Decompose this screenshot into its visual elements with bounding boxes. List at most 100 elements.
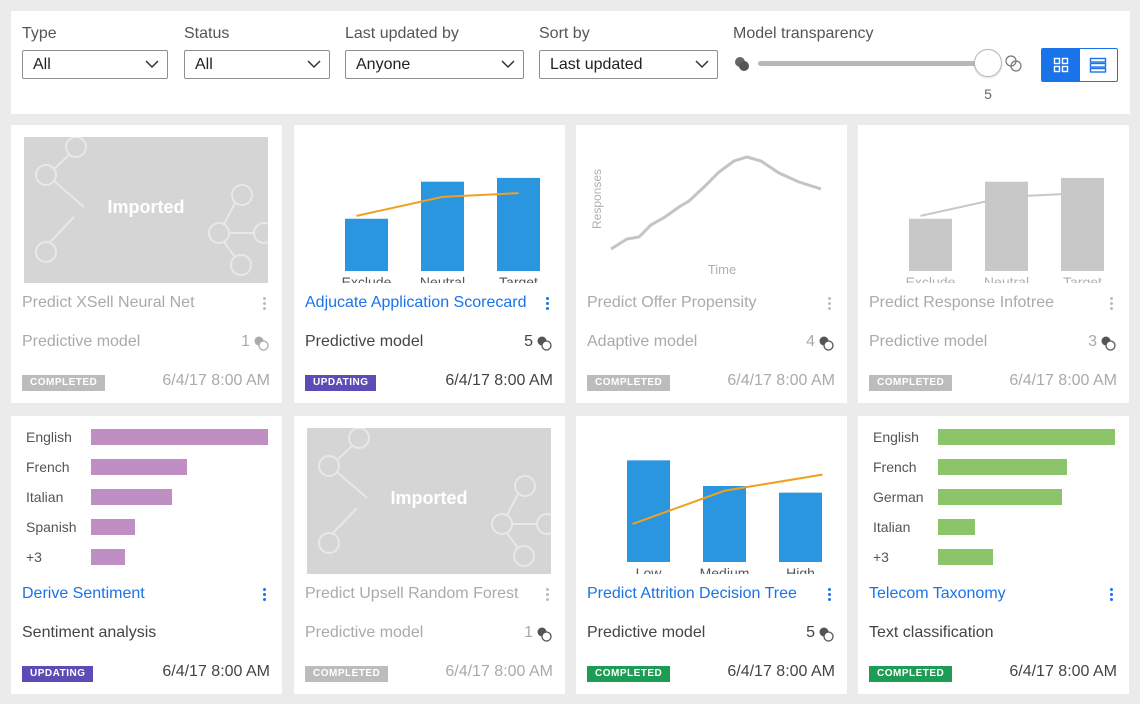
version-count: 3 — [1088, 333, 1097, 350]
chart-trend-line — [356, 192, 519, 217]
model-thumbnail: Imported — [307, 428, 551, 574]
chart-bar — [779, 492, 822, 562]
network-pattern-icon — [35, 137, 268, 276]
chevron-down-icon — [501, 60, 515, 69]
model-card[interactable]: Exclude Neutral Target Adjucate Applicatio… — [294, 125, 565, 403]
language-bar-row: French — [871, 458, 1115, 476]
updated-by-filter: Last updated by Anyone — [345, 24, 524, 79]
sort-filter-label: Sort by — [539, 25, 590, 42]
sort-select-value: Last updated — [550, 56, 643, 73]
list-view-button[interactable] — [1080, 49, 1118, 81]
updated-date: 6/4/17 8:00 AM — [445, 372, 553, 389]
model-type: Predictive model — [22, 333, 141, 350]
status-badge: UPDATING — [22, 666, 94, 682]
updated-date: 6/4/17 8:00 AM — [1009, 372, 1117, 389]
model-type: Predictive model — [869, 333, 988, 350]
versions-icon — [537, 627, 552, 642]
model-card[interactable]: Imported Predict XSell Neural Net Predic… — [11, 125, 282, 403]
model-name[interactable]: Predict Upsell Random Forest — [305, 585, 519, 602]
more-menu-icon[interactable] — [256, 293, 272, 313]
chart-bar — [985, 181, 1028, 271]
model-name[interactable]: Derive Sentiment — [22, 585, 145, 602]
more-menu-icon[interactable] — [821, 584, 837, 604]
imported-label: Imported — [390, 488, 468, 508]
transparency-slider-thumb[interactable] — [974, 49, 1002, 77]
model-type: Predictive model — [587, 624, 706, 641]
model-name[interactable]: Telecom Taxonomy — [869, 585, 1006, 602]
versions-icon — [819, 336, 834, 351]
response-curve-chart: Responses Time — [590, 155, 822, 277]
type-select-value: All — [33, 56, 51, 73]
chart-bar — [497, 177, 540, 271]
response-line — [610, 155, 822, 251]
status-select-value: All — [195, 56, 213, 73]
version-count: 1 — [524, 624, 533, 641]
chart-ylabel: Responses — [590, 169, 604, 229]
status-badge: COMPLETED — [305, 666, 389, 682]
model-type: Text classification — [869, 624, 994, 641]
language-bar-chart: English French German Italian +3 — [871, 428, 1115, 574]
more-menu-icon[interactable] — [539, 584, 555, 604]
more-menu-icon[interactable] — [821, 293, 837, 313]
status-badge: COMPLETED — [869, 666, 953, 682]
transparency-control: Model transparency — [733, 24, 1033, 44]
model-card[interactable]: Imported Predict Upsell Random Forest Pr… — [294, 416, 565, 694]
model-card[interactable]: Low Medium High Predict Attrition Decision… — [576, 416, 847, 694]
status-select[interactable]: All — [184, 50, 330, 79]
language-bar-row: French — [24, 458, 268, 476]
transparency-slider-track[interactable] — [758, 61, 986, 66]
model-name[interactable]: Predict XSell Neural Net — [22, 294, 195, 311]
status-badge: COMPLETED — [22, 375, 106, 391]
transparency-value: 5 — [984, 86, 992, 102]
more-menu-icon[interactable] — [256, 584, 272, 604]
language-label: Italian — [873, 519, 911, 535]
model-type: Predictive model — [305, 333, 424, 350]
chart-trend-line — [920, 192, 1083, 217]
more-menu-icon[interactable] — [1103, 584, 1119, 604]
language-label: English — [873, 429, 919, 445]
model-thumbnail: Responses Time — [589, 137, 833, 283]
chart-bar — [421, 181, 464, 271]
model-card[interactable]: Exclude Neutral Target Predict Response In… — [858, 125, 1129, 403]
model-name[interactable]: Predict Offer Propensity — [587, 294, 757, 311]
language-bar-row: +3 — [24, 548, 268, 566]
sort-filter: Sort by Last updated — [539, 24, 718, 79]
bar-line-chart: Exclude Neutral Target — [342, 177, 540, 283]
chevron-down-icon — [307, 60, 321, 69]
language-bar — [938, 519, 976, 535]
model-card[interactable]: Responses Time Predict Offer Propensity … — [576, 125, 847, 403]
chart-tick-label: Neutral — [984, 274, 1029, 283]
model-thumbnail: Exclude Neutral Target — [871, 137, 1115, 283]
status-badge: COMPLETED — [587, 375, 671, 391]
type-select[interactable]: All — [22, 50, 168, 79]
model-name[interactable]: Predict Attrition Decision Tree — [587, 585, 797, 602]
language-bar — [938, 459, 1068, 475]
versions-icon — [254, 336, 269, 351]
language-bar — [91, 429, 268, 445]
chart-tick-label: Target — [1063, 274, 1102, 283]
chart-tick-label: Exclude — [342, 274, 392, 283]
updated-date: 6/4/17 8:00 AM — [445, 663, 553, 680]
chart-tick-label: Neutral — [420, 274, 465, 283]
type-filter: Type All — [22, 24, 168, 79]
more-menu-icon[interactable] — [1103, 293, 1119, 313]
chart-bar — [703, 486, 746, 562]
versions-icon — [1101, 336, 1116, 351]
model-card[interactable]: English French German Italian +3 Telecom Tax… — [858, 416, 1129, 694]
language-bar-row: German — [871, 488, 1115, 506]
versions-icon — [819, 627, 834, 642]
model-name[interactable]: Predict Response Infotree — [869, 294, 1054, 311]
model-card[interactable]: English French Italian Spanish +3 Derive Sen… — [11, 416, 282, 694]
grid-view-button[interactable] — [1042, 49, 1080, 81]
sort-select[interactable]: Last updated — [539, 50, 718, 79]
more-menu-icon[interactable] — [539, 293, 555, 313]
network-pattern-icon — [318, 428, 551, 567]
updated-by-select[interactable]: Anyone — [345, 50, 524, 79]
language-label: French — [26, 459, 70, 475]
model-type: Adaptive model — [587, 333, 698, 350]
language-label: +3 — [26, 549, 42, 565]
chart-bar — [345, 218, 388, 271]
language-bar-row: +3 — [871, 548, 1115, 566]
language-bar — [91, 519, 136, 535]
model-name[interactable]: Adjucate Application Scorecard — [305, 294, 527, 311]
